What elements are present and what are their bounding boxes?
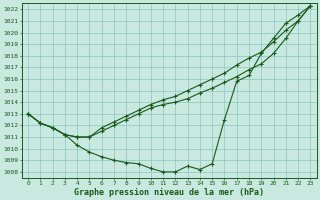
X-axis label: Graphe pression niveau de la mer (hPa): Graphe pression niveau de la mer (hPa) (74, 188, 264, 197)
